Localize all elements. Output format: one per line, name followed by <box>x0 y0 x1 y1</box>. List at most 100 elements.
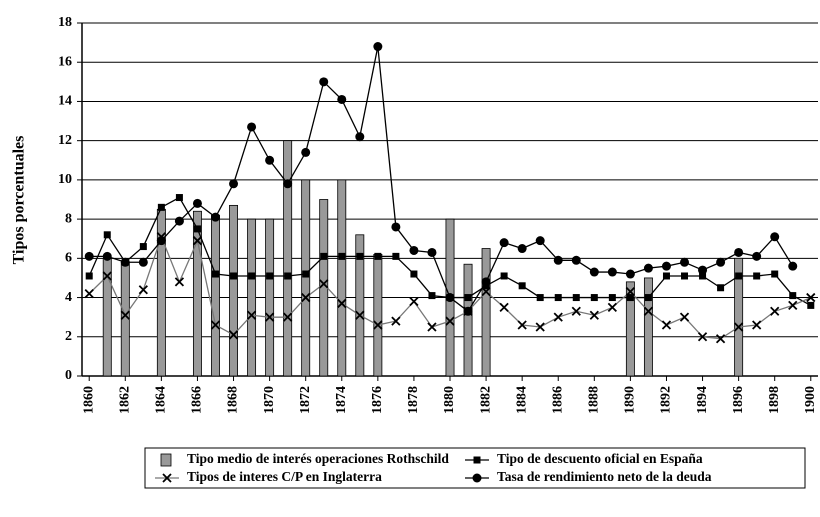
marker <box>536 294 544 302</box>
marker <box>607 302 617 312</box>
marker <box>734 247 744 257</box>
x-tick-label: 1886 <box>550 386 565 414</box>
marker <box>210 212 220 222</box>
marker <box>644 294 652 302</box>
marker <box>589 310 599 320</box>
marker <box>716 257 726 267</box>
marker <box>464 294 472 302</box>
x-tick-label: 1896 <box>731 386 746 414</box>
marker <box>284 272 292 280</box>
marker <box>157 203 165 211</box>
marker <box>391 316 401 326</box>
marker <box>752 320 762 330</box>
x-tick-label: 1878 <box>406 386 421 414</box>
y-axis-label: Tipos porcentuales <box>11 136 28 265</box>
marker <box>679 312 690 322</box>
x-tick-label: 1884 <box>514 386 529 414</box>
marker <box>355 132 365 142</box>
marker <box>697 332 708 342</box>
marker <box>266 272 274 280</box>
marker <box>283 312 293 322</box>
y-tick-label: 8 <box>65 211 72 226</box>
bar <box>229 204 238 377</box>
marker <box>192 236 203 246</box>
marker <box>553 255 563 265</box>
marker <box>391 222 401 232</box>
marker <box>517 244 527 254</box>
marker <box>174 277 185 287</box>
y-tick-label: 16 <box>58 54 72 69</box>
marker <box>174 216 184 226</box>
marker <box>427 247 437 257</box>
marker <box>84 288 94 299</box>
marker <box>481 287 491 297</box>
x-tick-label: 1888 <box>587 386 602 414</box>
x-tick-label: 1870 <box>262 386 277 414</box>
marker <box>771 270 779 278</box>
marker <box>265 155 275 165</box>
marker <box>409 296 419 307</box>
marker <box>680 257 690 267</box>
marker <box>247 122 257 132</box>
marker <box>445 316 455 326</box>
series-line <box>89 46 794 313</box>
marker <box>102 271 112 281</box>
x-tick-label: 1900 <box>803 386 818 414</box>
marker <box>463 306 473 316</box>
marker <box>662 272 670 280</box>
bar <box>734 257 744 377</box>
marker <box>661 320 672 330</box>
y-tick-label: 2 <box>65 329 72 344</box>
marker <box>210 320 221 330</box>
marker <box>445 293 455 303</box>
marker <box>409 245 419 255</box>
y-tick-label: 4 <box>65 290 72 305</box>
marker <box>571 255 581 265</box>
marker <box>571 306 581 316</box>
bar <box>192 210 202 377</box>
marker <box>643 263 653 273</box>
y-tick-label: 10 <box>58 172 72 187</box>
marker <box>229 179 239 189</box>
marker <box>356 252 364 260</box>
marker <box>84 251 94 261</box>
marker <box>427 322 437 332</box>
bar <box>481 248 491 377</box>
marker <box>373 42 383 52</box>
marker <box>753 272 761 280</box>
marker <box>392 252 400 260</box>
bar <box>337 179 347 377</box>
y-tick-label: 14 <box>58 94 72 109</box>
marker <box>590 294 598 302</box>
marker <box>717 284 725 292</box>
marker <box>102 251 112 261</box>
marker <box>589 267 599 277</box>
marker <box>472 473 482 483</box>
marker <box>499 238 509 248</box>
x-tick-label: 1862 <box>118 386 133 414</box>
x-tick-label: 1866 <box>190 386 205 414</box>
legend-label: Tasa de rendimiento neto de la deuda <box>497 469 712 484</box>
marker <box>138 285 148 295</box>
x-tick-label: 1890 <box>623 386 638 414</box>
marker <box>517 320 527 330</box>
marker <box>374 252 382 260</box>
marker <box>788 300 798 311</box>
marker <box>770 232 780 242</box>
marker <box>643 306 654 316</box>
marker <box>715 334 726 344</box>
marker <box>319 77 329 87</box>
x-tick-label: 1898 <box>767 386 782 414</box>
bar <box>301 179 311 377</box>
marker <box>481 277 491 287</box>
bar <box>373 254 383 377</box>
marker <box>337 298 347 309</box>
marker <box>752 251 762 261</box>
marker <box>355 310 365 320</box>
marker <box>608 294 616 302</box>
marker <box>138 257 148 267</box>
legend-label: Tipos de interes C/P en Inglaterra <box>187 469 382 484</box>
legend-label: Tipo medio de interés operaciones Rothsc… <box>187 451 449 466</box>
marker <box>248 272 256 280</box>
